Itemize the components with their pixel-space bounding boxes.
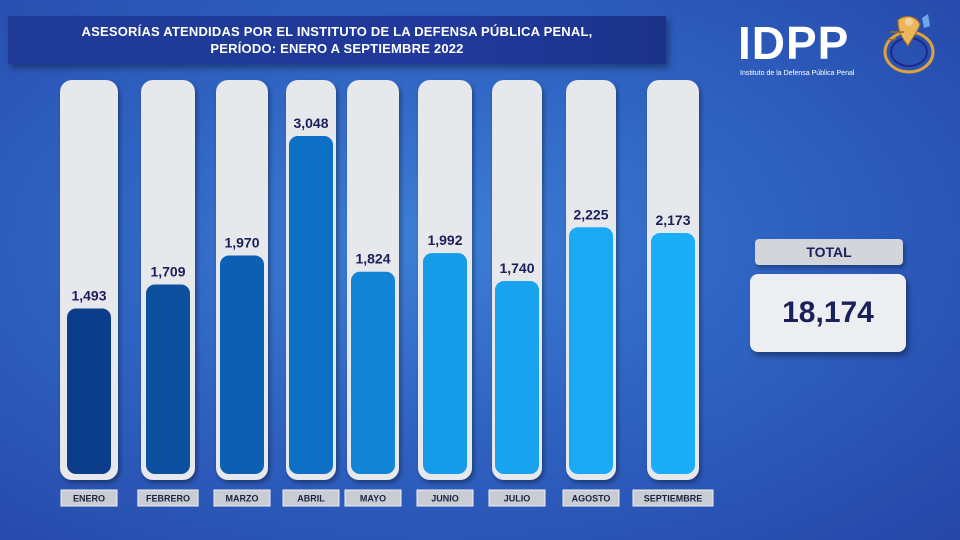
data-label: 3,048	[293, 115, 328, 131]
logo-subtitle: Instituto de la Defensa Pública Penal	[740, 70, 855, 77]
category-labels: ENERO FEBRERO MARZO ABRIL MAYO JUNIO JULIO AGOS…	[60, 489, 714, 507]
category-label-box	[416, 489, 474, 507]
category-label-box	[213, 489, 271, 507]
category-label: AGOSTO	[572, 494, 611, 504]
bar-marzo	[220, 255, 264, 474]
data-label: 1,824	[355, 251, 390, 267]
category-label-box	[60, 489, 118, 507]
bar-junio	[423, 253, 467, 474]
bar-febrero	[146, 284, 190, 474]
category-label: SEPTIEMBRE	[644, 494, 703, 504]
category-label: MARZO	[226, 494, 259, 504]
category-label-box	[632, 489, 714, 507]
bar-enero	[67, 308, 111, 474]
category-label: ENERO	[73, 494, 105, 504]
bars	[67, 136, 695, 474]
category-label: ABRIL	[297, 494, 325, 504]
chart-title-line-1: ASESORÍAS ATENDIDAS POR EL INSTITUTO DE …	[81, 24, 593, 39]
data-label: 2,173	[655, 212, 690, 228]
value-labels: 1,493 1,709 1,970 3,048 1,824 1,992 1,740 2,225…	[71, 115, 690, 303]
category-label: FEBRERO	[146, 494, 190, 504]
category-label-box	[282, 489, 340, 507]
bar-septiembre	[651, 233, 695, 474]
data-label: 1,493	[71, 287, 106, 303]
bar-mayo	[351, 271, 395, 474]
category-label-box	[488, 489, 546, 507]
justice-seal-icon	[883, 14, 935, 74]
data-label: 1,709	[150, 263, 185, 279]
data-label: 2,225	[573, 206, 608, 222]
category-label: JUNIO	[431, 494, 459, 504]
bar-julio	[495, 281, 539, 474]
category-label: MAYO	[360, 494, 386, 504]
title-banner: ASESORÍAS ATENDIDAS POR EL INSTITUTO DE …	[8, 16, 666, 64]
bar-abril	[289, 136, 333, 474]
category-label-box	[562, 489, 620, 507]
data-label: 1,992	[427, 232, 462, 248]
total-value: 18,174	[750, 274, 906, 352]
category-label-box	[344, 489, 402, 507]
logo-text: IDPP	[738, 17, 850, 69]
bar-agosto	[569, 227, 613, 474]
category-label-box	[137, 489, 199, 507]
chart-title-line-2: PERÍODO: ENERO A SEPTIEMBRE 2022	[210, 41, 464, 56]
idpp-logo: IDPP Instituto de la Defensa Pública Pen…	[738, 12, 948, 82]
data-label: 1,740	[499, 260, 534, 276]
total-label: TOTAL	[755, 239, 903, 265]
category-label: JULIO	[504, 494, 531, 504]
data-label: 1,970	[224, 235, 259, 251]
